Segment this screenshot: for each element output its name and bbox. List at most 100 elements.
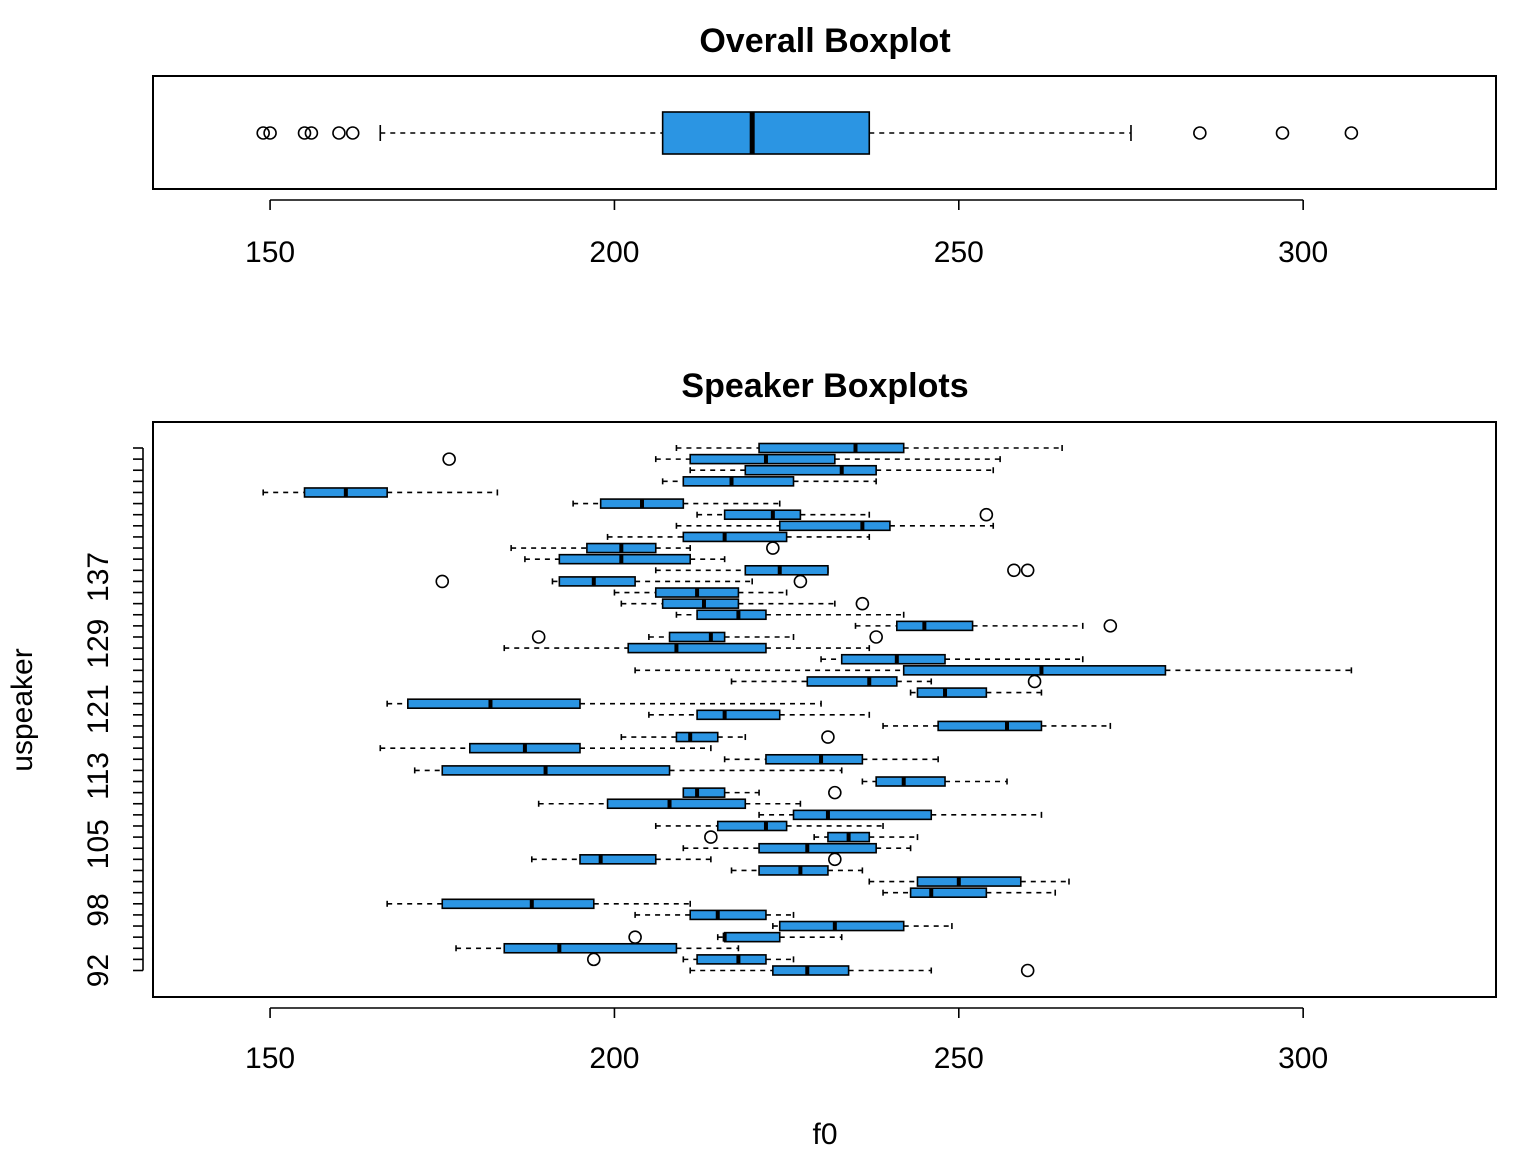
y-tick-label: 113 <box>82 752 115 800</box>
speaker-33-box <box>696 609 767 621</box>
speaker-36-outlier <box>435 574 450 589</box>
speaker-3-box <box>503 942 678 954</box>
x-axis-label: f0 <box>812 1118 837 1151</box>
overall-outlier <box>1275 126 1290 140</box>
speaker-18-box <box>875 776 946 787</box>
x-tick-label: 200 <box>589 1042 639 1075</box>
speaker-46-box <box>744 464 877 476</box>
speaker-32-box <box>896 620 974 632</box>
speaker-22-outlier <box>821 730 835 744</box>
overall-box <box>661 111 871 155</box>
speaker-14-box <box>716 820 788 832</box>
speaker-boxplots-panel: Speaker Boxplots 150 200 250 300 92 98 105 113… <box>6 367 1497 1151</box>
speaker-19-box <box>441 765 671 776</box>
speaker-31-outlier <box>531 630 546 644</box>
speaker-37-outlier <box>1007 563 1021 578</box>
x-tick-label: 250 <box>934 1042 984 1075</box>
y-axis-label: uspeaker <box>6 648 39 771</box>
x-tick-label: 300 <box>1278 1042 1328 1075</box>
speaker-48-box <box>758 442 905 454</box>
y-tick-label: 129 <box>82 619 115 669</box>
x-tick-label: 300 <box>1278 236 1328 269</box>
speaker-47-box <box>689 453 836 465</box>
speaker-2-box <box>696 954 767 965</box>
speaker-38-box <box>558 553 691 565</box>
overall-outlier <box>332 126 346 140</box>
y-tick-label: 92 <box>82 954 115 987</box>
y-tick-label: 98 <box>82 893 115 926</box>
overall-outlier <box>1193 126 1207 140</box>
speaker-27-outlier <box>1027 674 1042 689</box>
overall-outlier <box>345 126 360 140</box>
overall-outlier <box>256 126 270 140</box>
speaker-11-outlier <box>828 852 842 867</box>
speaker-23-box <box>937 720 1043 732</box>
speaker-42-box <box>723 509 802 521</box>
y-tick-label: 137 <box>82 552 115 602</box>
speaker-16-box <box>606 798 747 810</box>
speaker-6-box <box>689 909 767 921</box>
x-tick-label: 150 <box>245 1042 295 1075</box>
speaker-1-box <box>772 965 850 976</box>
speaker-42-outlier <box>979 507 994 522</box>
overall-plot-frame <box>152 75 1497 190</box>
speaker-15-box <box>792 809 933 821</box>
overall-title: Overall Boxplot <box>699 22 950 60</box>
overall-marks <box>256 111 1359 155</box>
speaker-36-outlier <box>793 574 808 589</box>
speaker-10-box <box>758 865 829 876</box>
y-tick-label: 105 <box>82 819 115 869</box>
speaker-28-box <box>902 665 1167 676</box>
speaker-47-outlier <box>442 452 456 466</box>
speaker-27-box <box>806 676 898 687</box>
speaker-29-box <box>840 653 946 665</box>
speaker-36-box <box>558 576 636 587</box>
speaker-41-box <box>778 520 891 532</box>
speaker-30-box <box>627 642 767 654</box>
speaker-37-box <box>744 564 829 576</box>
speaker-34-outlier <box>855 596 870 611</box>
speaker-x-axis: 150 200 250 300 <box>245 1007 1328 1075</box>
speaker-2-outlier <box>586 952 601 967</box>
speaker-39-outlier <box>766 541 780 555</box>
speaker-plot-frame <box>152 421 1497 998</box>
speaker-9-box <box>916 876 1022 887</box>
speaker-11-box <box>579 854 657 865</box>
speaker-5-box <box>778 920 905 932</box>
overall-outlier <box>304 126 319 140</box>
speaker-37-outlier <box>1020 563 1035 578</box>
speaker-12-box <box>758 842 877 854</box>
x-tick-label: 150 <box>245 236 295 269</box>
speaker-26-box <box>916 687 988 698</box>
speaker-17-box <box>682 787 726 798</box>
speaker-25-box <box>407 698 581 709</box>
speaker-31-box <box>668 631 726 643</box>
x-tick-label: 250 <box>934 236 984 269</box>
speaker-17-outlier <box>828 785 842 800</box>
overall-outlier <box>297 126 312 140</box>
overall-x-axis: 150 200 250 300 <box>245 199 1328 269</box>
speaker-title: Speaker Boxplots <box>681 367 968 405</box>
speaker-31-outlier <box>869 630 883 644</box>
y-tick-label: 121 <box>82 684 115 734</box>
speaker-13-outlier <box>704 830 718 844</box>
speaker-4-box <box>723 931 781 943</box>
speaker-22-box <box>675 731 719 743</box>
speaker-24-box <box>696 709 781 721</box>
speaker-8-box <box>909 887 988 898</box>
speaker-34-box <box>661 598 740 609</box>
speaker-40-box <box>682 531 788 543</box>
speaker-marks <box>262 442 1353 978</box>
speaker-7-box <box>441 898 595 910</box>
speaker-y-axis: 92 98 105 113 121 129 137 <box>82 447 144 987</box>
overall-outlier <box>1344 126 1359 140</box>
speaker-1-outlier <box>1020 963 1035 978</box>
x-tick-label: 200 <box>589 236 639 269</box>
speaker-45-box <box>682 476 795 487</box>
overall-boxplot-panel: Overall Boxplot 150 200 250 300 <box>152 22 1497 269</box>
speaker-20-box <box>765 753 864 765</box>
overall-outlier <box>263 126 277 140</box>
speaker-32-outlier <box>1103 619 1118 633</box>
speaker-4-outlier <box>628 930 642 944</box>
